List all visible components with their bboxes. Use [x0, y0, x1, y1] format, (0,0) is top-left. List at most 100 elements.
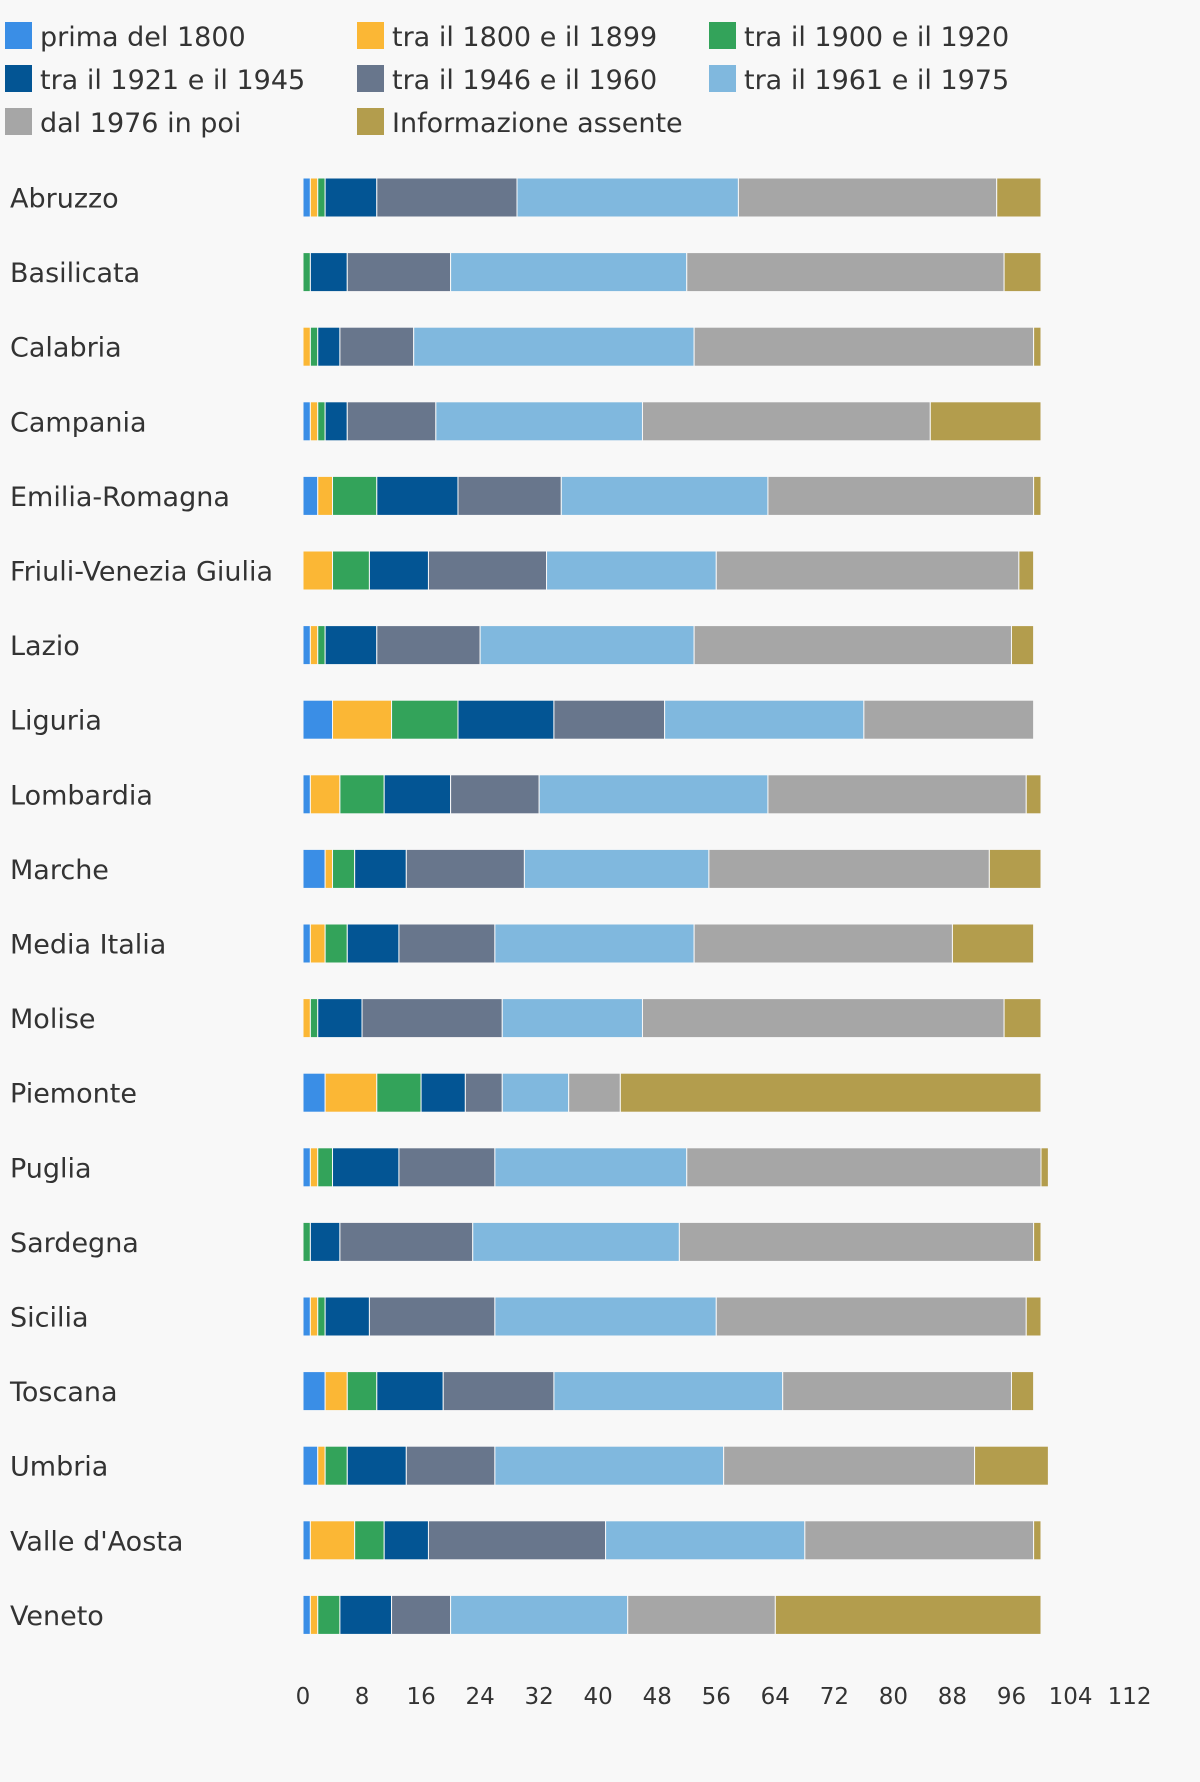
bar-segment	[427, 1520, 607, 1561]
x-tick-label: 0	[296, 1684, 311, 1710]
bar-segment	[302, 1594, 311, 1635]
x-tick-label: 16	[406, 1684, 435, 1710]
bar-segment	[605, 1520, 806, 1561]
bar-segment	[1025, 774, 1042, 815]
x-tick-label: 40	[584, 1684, 613, 1710]
bar-segment	[516, 177, 739, 218]
category-label: Sardegna	[10, 1228, 139, 1259]
bar-segment	[332, 475, 378, 516]
bar-segment	[317, 998, 363, 1039]
bar-segment	[302, 848, 326, 889]
x-tick-label: 64	[761, 1684, 790, 1710]
bar-segment	[346, 401, 437, 442]
bar-segment	[346, 923, 400, 964]
bar-segment	[302, 699, 334, 740]
category-label: Lazio	[10, 631, 80, 662]
bar-segment	[309, 1594, 319, 1635]
bar-segment	[376, 1072, 422, 1113]
bar-segment	[324, 1072, 378, 1113]
bar-segment	[346, 1371, 378, 1412]
category-label: Umbria	[10, 1452, 108, 1483]
bar-segment	[309, 177, 319, 218]
legend-label-3: tra il 1900 e il 1920	[744, 22, 1009, 53]
category-label: Valle d'Aosta	[10, 1526, 183, 1557]
bar-segment	[309, 625, 319, 666]
bar-segment	[302, 774, 311, 815]
bar-segment	[494, 1147, 688, 1188]
bar-segment	[767, 774, 1027, 815]
bar-segment	[988, 848, 1042, 889]
x-tick-label: 56	[702, 1684, 731, 1710]
bar-segment	[302, 401, 311, 442]
bar-segment	[339, 1221, 474, 1262]
x-tick-label: 104	[1049, 1684, 1093, 1710]
bar-segment	[1033, 326, 1042, 367]
category-label: Calabria	[10, 333, 122, 364]
bar-segment	[1010, 1371, 1035, 1412]
bar-segment	[413, 326, 695, 367]
category-label: Veneto	[10, 1601, 104, 1632]
bar-segment	[339, 774, 385, 815]
bar-segment	[354, 848, 407, 889]
bar-segment	[302, 1445, 319, 1486]
bar-segment	[376, 625, 481, 666]
x-tick-label: 32	[525, 1684, 554, 1710]
bar-segment	[723, 1445, 976, 1486]
bar-segment	[1033, 1221, 1042, 1262]
category-label: Campania	[10, 407, 147, 438]
bar-segment	[376, 177, 518, 218]
bar-segment	[309, 998, 319, 1039]
bar-segment	[686, 1147, 1042, 1188]
bar-segment	[568, 1072, 621, 1113]
bar-segment	[472, 1221, 680, 1262]
bar-segment	[309, 401, 319, 442]
bar-segment	[398, 923, 496, 964]
bar-segment	[420, 1072, 466, 1113]
bar-segment	[494, 923, 695, 964]
bar-segment	[457, 475, 562, 516]
bar-segment	[309, 1520, 356, 1561]
category-label: Toscana	[9, 1377, 118, 1408]
bar-segment	[309, 252, 348, 293]
bar-segment	[302, 177, 311, 218]
bar-segment	[464, 1072, 503, 1113]
bar-segment	[354, 1520, 385, 1561]
bar-segment	[376, 1371, 444, 1412]
bar-segment	[427, 550, 548, 591]
bar-segment	[546, 550, 717, 591]
bar-segment	[450, 1594, 629, 1635]
bar-segment	[302, 1371, 326, 1412]
bar-segment	[951, 923, 1035, 964]
bar-segment	[693, 326, 1035, 367]
bar-segment	[974, 1445, 1049, 1486]
bar-segment	[767, 475, 1035, 516]
bar-segment	[405, 848, 525, 889]
bar-segment	[324, 1445, 348, 1486]
legend-swatch-1	[5, 22, 32, 49]
bar-segment	[317, 475, 334, 516]
bar-segment	[332, 550, 370, 591]
bar-segment	[1033, 1520, 1042, 1561]
x-tick-label: 8	[355, 1684, 370, 1710]
bar-segment	[317, 1594, 341, 1635]
x-tick-label: 80	[879, 1684, 908, 1710]
bar-segment	[457, 699, 555, 740]
category-label: Piemonte	[10, 1079, 137, 1110]
bar-segment	[391, 699, 459, 740]
bar-segment	[494, 1445, 725, 1486]
bar-segment	[302, 625, 311, 666]
category-label: Molise	[10, 1004, 96, 1035]
bar-segment	[324, 401, 348, 442]
x-tick-label: 24	[465, 1684, 494, 1710]
bar-segment	[324, 923, 348, 964]
bar-segment	[398, 1147, 496, 1188]
bar-segment	[332, 1147, 400, 1188]
legend-label-4: tra il 1921 e il 1945	[40, 65, 305, 96]
bar-segment	[302, 252, 311, 293]
category-label: Emilia-Romagna	[10, 482, 230, 513]
bar-segment	[782, 1371, 1012, 1412]
x-tick-label: 96	[997, 1684, 1026, 1710]
bar-segment	[383, 1520, 429, 1561]
x-tick-label: 112	[1108, 1684, 1152, 1710]
bar-segment	[1003, 998, 1042, 1039]
